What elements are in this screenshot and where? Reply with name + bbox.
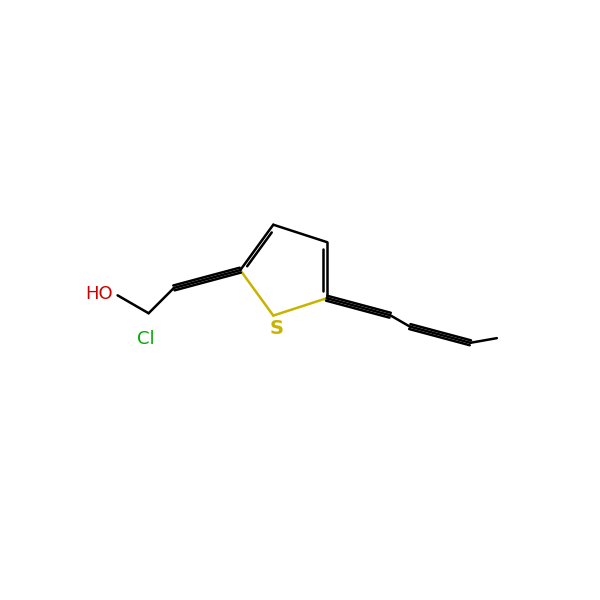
Text: Cl: Cl	[137, 330, 155, 348]
Text: S: S	[269, 319, 283, 338]
Text: HO: HO	[85, 285, 113, 303]
